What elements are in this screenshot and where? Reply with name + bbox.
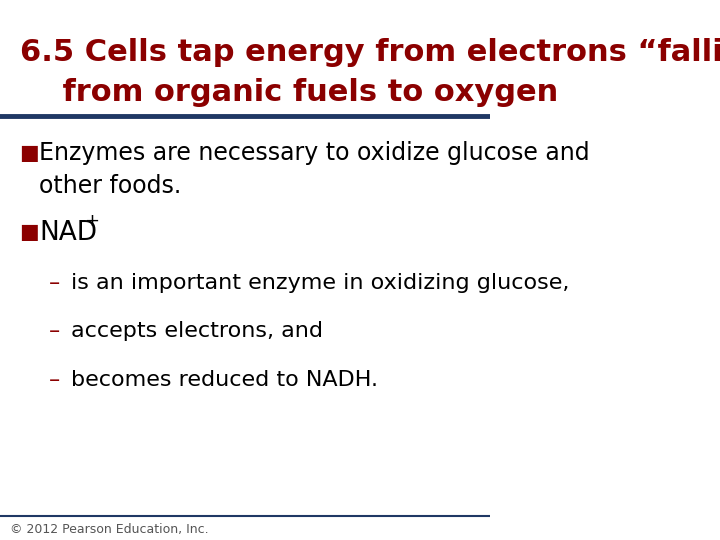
Text: from organic fuels to oxygen: from organic fuels to oxygen	[19, 78, 558, 107]
Text: +: +	[84, 212, 99, 230]
Text: © 2012 Pearson Education, Inc.: © 2012 Pearson Education, Inc.	[10, 523, 208, 536]
Text: –: –	[49, 321, 60, 341]
Text: –: –	[49, 370, 60, 390]
Text: NAD: NAD	[39, 220, 97, 246]
Text: ■: ■	[19, 222, 40, 242]
Text: Enzymes are necessary to oxidize glucose and: Enzymes are necessary to oxidize glucose…	[39, 141, 590, 165]
Text: becomes reduced to NADH.: becomes reduced to NADH.	[71, 370, 378, 390]
Text: other foods.: other foods.	[39, 174, 181, 198]
Text: –: –	[49, 273, 60, 293]
Text: 6.5 Cells tap energy from electrons “falling”: 6.5 Cells tap energy from electrons “fal…	[19, 38, 720, 67]
Text: accepts electrons, and: accepts electrons, and	[71, 321, 323, 341]
Text: is an important enzyme in oxidizing glucose,: is an important enzyme in oxidizing gluc…	[71, 273, 570, 293]
Text: ■: ■	[19, 143, 40, 163]
